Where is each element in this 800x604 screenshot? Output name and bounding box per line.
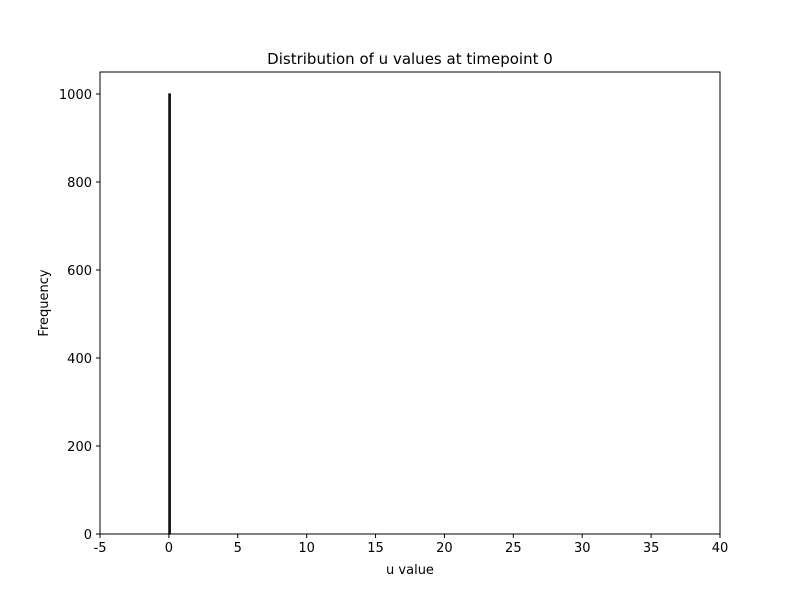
bars-group (168, 93, 171, 535)
y-tick-label: 800 (67, 176, 92, 191)
y-axis-label: Frequency (37, 269, 52, 336)
x-tick-label: 20 (436, 541, 453, 556)
x-tick-label: 0 (165, 541, 173, 556)
y-axis-ticks: 0 200 400 600 800 1000 (59, 88, 100, 543)
x-tick-label: -5 (94, 541, 107, 556)
x-tick-label: 25 (505, 541, 522, 556)
chart-title: Distribution of u values at timepoint 0 (267, 50, 553, 68)
x-tick-label: 15 (367, 541, 384, 556)
x-tick-label: 35 (643, 541, 660, 556)
y-tick-label: 400 (67, 352, 92, 367)
x-tick-label: 40 (712, 541, 729, 556)
y-tick-label: 600 (67, 264, 92, 279)
x-axis-label: u value (386, 563, 434, 578)
x-tick-label: 10 (298, 541, 315, 556)
histogram-bar (168, 93, 171, 535)
x-axis-ticks: -5 0 5 10 15 20 25 30 35 40 (94, 534, 729, 556)
y-tick-label: 0 (84, 528, 92, 543)
y-tick-label: 1000 (59, 88, 92, 103)
plot-frame (99, 71, 721, 535)
x-tick-label: 5 (234, 541, 242, 556)
x-tick-label: 30 (574, 541, 591, 556)
y-tick-label: 200 (67, 440, 92, 455)
